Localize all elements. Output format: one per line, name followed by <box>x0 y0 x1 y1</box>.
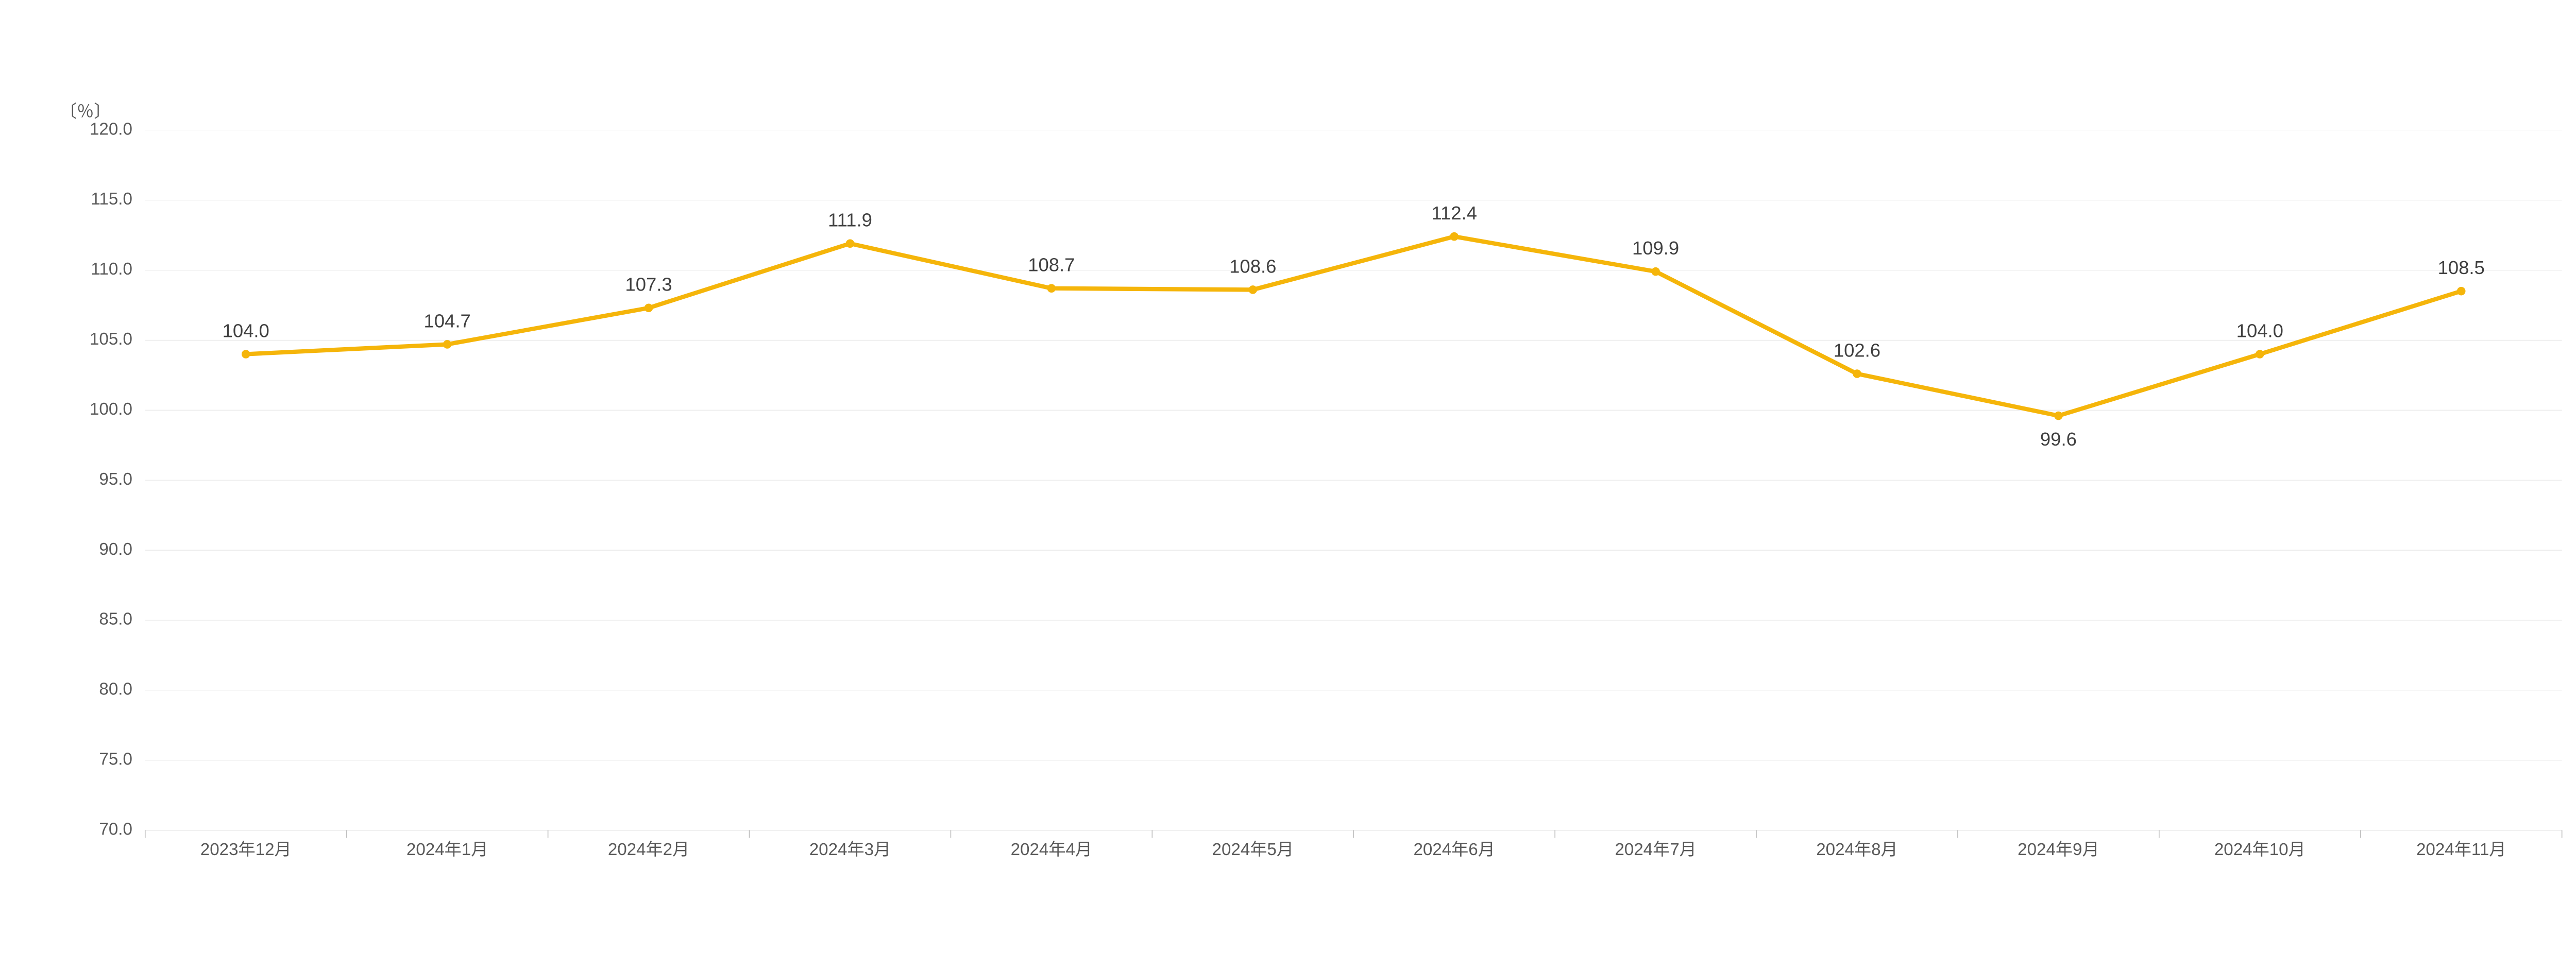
x-tick-label: 2024年4月 <box>1011 840 1092 859</box>
y-tick-label: 70.0 <box>99 820 132 839</box>
y-tick-label: 115.0 <box>91 190 132 209</box>
x-tick-label: 2023年12月 <box>200 840 292 859</box>
y-tick-label: 75.0 <box>99 750 132 769</box>
x-tick-label: 2024年6月 <box>1413 840 1495 859</box>
data-point <box>1047 284 1055 292</box>
data-point <box>2458 287 2465 295</box>
data-point <box>1450 233 1458 241</box>
x-tick-label: 2024年10月 <box>2214 840 2306 859</box>
data-point <box>1853 370 1861 378</box>
data-point <box>1249 286 1257 294</box>
chart-svg: 70.0 75.0 80.0 85.0 90.0 95.0 100.0 105.0 110.0 1… <box>0 0 2576 971</box>
y-tick-label: 100.0 <box>90 400 132 419</box>
data-label: 99.6 <box>2040 429 2077 450</box>
data-point <box>2055 412 2062 420</box>
data-label: 108.5 <box>2438 257 2485 278</box>
data-point <box>846 240 854 247</box>
x-tick-label: 2024年1月 <box>406 840 488 859</box>
data-point <box>645 304 653 312</box>
data-label: 108.7 <box>1028 254 1075 276</box>
y-tick-label: 85.0 <box>99 610 132 629</box>
data-point <box>444 340 451 348</box>
y-tick-label: 105.0 <box>90 330 132 349</box>
y-tick-label: 95.0 <box>99 470 132 489</box>
y-tick-label: 110.0 <box>91 260 132 279</box>
data-label: 104.0 <box>2236 320 2283 341</box>
y-tick-label: 120.0 <box>90 120 132 139</box>
x-tick-label: 2024年7月 <box>1615 840 1696 859</box>
line-chart: 70.0 75.0 80.0 85.0 90.0 95.0 100.0 105.0 110.0 1… <box>0 0 2576 971</box>
data-label: 109.9 <box>1632 237 1679 259</box>
y-tick-label: 80.0 <box>99 680 132 699</box>
data-label: 104.7 <box>424 310 471 331</box>
data-label: 104.0 <box>223 320 269 341</box>
data-point <box>1652 268 1659 276</box>
x-tick-label: 2024年8月 <box>1816 840 1897 859</box>
x-tick-label: 2024年9月 <box>2018 840 2099 859</box>
x-tick-label: 2024年2月 <box>608 840 689 859</box>
x-tick-label: 2024年11月 <box>2416 840 2506 859</box>
data-point <box>2256 350 2264 358</box>
x-tick-label: 2024年3月 <box>809 840 891 859</box>
y-tick-label: 90.0 <box>99 540 132 559</box>
data-label: 112.4 <box>1431 202 1477 224</box>
y-axis-unit: 〔％〕 <box>60 103 111 122</box>
data-label: 102.6 <box>1834 339 1880 361</box>
x-tick-label: 2024年5月 <box>1212 840 1294 859</box>
data-label: 107.3 <box>625 274 672 295</box>
data-label: 108.6 <box>1229 255 1276 277</box>
data-point <box>242 350 250 358</box>
data-label: 111.9 <box>828 210 872 231</box>
